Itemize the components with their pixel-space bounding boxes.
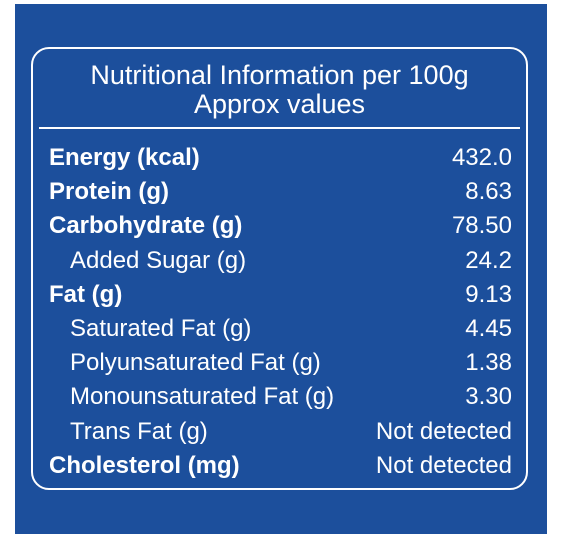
nutrient-name: Trans Fat (g) [70,417,208,445]
nutrient-name: Polyunsaturated Fat (g) [70,349,321,377]
nutrient-value: Not detected [375,451,512,479]
nutrition-panel: Nutritional Information per 100g Approx … [31,47,528,490]
table-row: Protein (g) 8.63 [33,175,526,209]
nutrient-value: 432.0 [451,144,512,171]
nutrient-value: 24.2 [465,246,512,274]
table: Energy (kcal) 432.0 Protein (g) 8.63 Carbohy… [33,141,526,483]
subtitle: Approx values [193,89,366,119]
nutrient-name: Added Sugar (g) [70,246,247,274]
table-row: Energy (kcal) 432.0 [33,141,526,175]
nutrient-value: Not detected [375,417,512,445]
table-row: Saturated Fat (g) 4.45 [33,312,526,346]
nutrient-name: Protein (g) [49,178,169,206]
nutrient-name: Monounsaturated Fat (g) [70,383,335,411]
table-row: Carbohydrate (g) 78.50 [33,209,526,243]
table-row: Polyunsaturated Fat (g) 1.38 [33,346,526,380]
nutrient-value: 8.63 [465,178,512,206]
nutrient-name: Saturated Fat (g) [70,314,252,342]
background [15,4,547,534]
table-row: Monounsaturated Fat (g) 3.30 [33,380,526,414]
table-row: Cholesterol (mg) Not detected [33,449,526,483]
title: Nutritional Information per 100g [90,60,469,90]
nutrient-value: 78.50 [451,212,512,240]
nutrient-value: 4.45 [465,314,512,342]
nutrient-value: 3.30 [465,383,512,411]
divider [39,127,520,129]
table-row: Fat (g) 9.13 [33,278,526,312]
nutrient-name: Energy (kcal) [49,144,200,171]
nutrient-value: 1.38 [465,349,512,377]
table-row: Trans Fat (g) Not detected [33,415,526,449]
nutrient-name: Fat (g) [49,280,123,308]
nutrient-value: 9.13 [465,280,512,308]
nutrient-name: Cholesterol (mg) [49,451,240,479]
nutrient-name: Carbohydrate (g) [49,212,243,240]
table-row: Added Sugar (g) 24.2 [33,244,526,278]
